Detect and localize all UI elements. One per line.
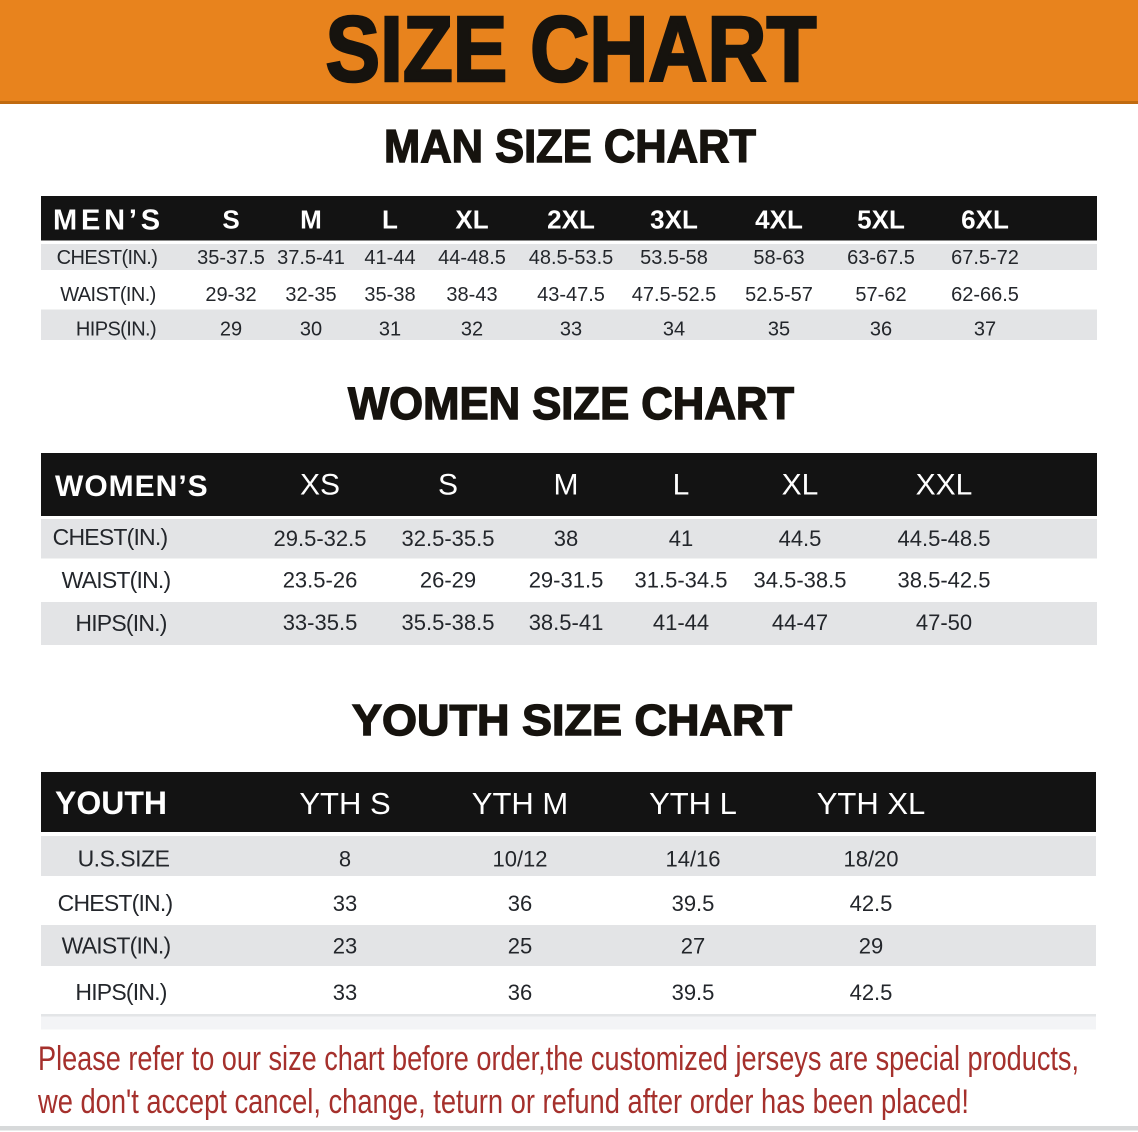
svg-text:M: M: [554, 469, 579, 502]
svg-text:29.5-32.5: 29.5-32.5: [274, 526, 367, 551]
svg-text:38.5-41: 38.5-41: [529, 610, 604, 635]
svg-text:5XL: 5XL: [857, 205, 905, 235]
svg-text:39.5: 39.5: [672, 980, 715, 1005]
svg-text:29: 29: [859, 934, 883, 959]
svg-text:10/12: 10/12: [492, 847, 547, 872]
svg-text:67.5-72: 67.5-72: [951, 247, 1019, 269]
svg-text:26-29: 26-29: [420, 568, 476, 593]
svg-text:6XL: 6XL: [961, 205, 1009, 235]
svg-text:48.5-53.5: 48.5-53.5: [529, 247, 614, 269]
svg-text:23.5-26: 23.5-26: [283, 568, 358, 593]
svg-text:29-32: 29-32: [205, 284, 256, 306]
svg-text:YTH XL: YTH XL: [817, 786, 926, 821]
svg-text:29: 29: [220, 319, 242, 341]
svg-text:27: 27: [681, 934, 705, 959]
svg-text:31.5-34.5: 31.5-34.5: [635, 568, 728, 593]
svg-text:63-67.5: 63-67.5: [847, 247, 915, 269]
svg-text:CHEST(IN.): CHEST(IN.): [57, 247, 158, 269]
svg-text:2XL: 2XL: [547, 205, 595, 235]
svg-text:32.5-35.5: 32.5-35.5: [402, 526, 495, 551]
svg-text:we don't accept cancel, change: we don't accept cancel, change, teturn o…: [37, 1083, 969, 1121]
svg-text:CHEST(IN.): CHEST(IN.): [53, 524, 168, 550]
svg-text:29-31.5: 29-31.5: [529, 568, 604, 593]
svg-text:XL: XL: [782, 469, 819, 502]
svg-text:38.5-42.5: 38.5-42.5: [898, 568, 991, 593]
svg-text:L: L: [382, 205, 398, 235]
svg-text:XS: XS: [300, 469, 340, 502]
svg-text:47.5-52.5: 47.5-52.5: [632, 284, 717, 306]
svg-text:WAIST(IN.): WAIST(IN.): [60, 284, 155, 306]
svg-text:62-66.5: 62-66.5: [951, 284, 1019, 306]
svg-text:30: 30: [300, 319, 322, 341]
svg-text:U.S.SIZE: U.S.SIZE: [78, 846, 170, 872]
svg-text:CHEST(IN.): CHEST(IN.): [58, 890, 173, 916]
svg-text:43-47.5: 43-47.5: [537, 284, 605, 306]
svg-text:Please refer to our size chart: Please refer to our size chart before or…: [38, 1040, 1079, 1078]
svg-text:32-35: 32-35: [285, 284, 336, 306]
svg-text:3XL: 3XL: [650, 205, 698, 235]
svg-text:35: 35: [768, 319, 790, 341]
svg-text:36: 36: [870, 319, 892, 341]
svg-text:14/16: 14/16: [665, 847, 720, 872]
svg-text:37: 37: [974, 319, 996, 341]
svg-text:25: 25: [508, 934, 532, 959]
svg-text:MAN SIZE CHART: MAN SIZE CHART: [384, 120, 756, 172]
svg-text:MEN’S: MEN’S: [53, 205, 164, 237]
svg-text:YTH L: YTH L: [649, 786, 737, 821]
svg-text:36: 36: [508, 891, 532, 916]
svg-text:58-63: 58-63: [753, 247, 804, 269]
svg-text:38-43: 38-43: [446, 284, 497, 306]
svg-text:41-44: 41-44: [653, 610, 709, 635]
svg-text:57-62: 57-62: [855, 284, 906, 306]
svg-text:33: 33: [333, 891, 357, 916]
svg-text:32: 32: [461, 319, 483, 341]
svg-text:35-38: 35-38: [364, 284, 415, 306]
svg-text:38: 38: [554, 526, 578, 551]
svg-text:44.5: 44.5: [779, 526, 822, 551]
svg-text:42.5: 42.5: [850, 891, 893, 916]
svg-text:53.5-58: 53.5-58: [640, 247, 708, 269]
svg-text:8: 8: [339, 847, 351, 872]
svg-text:33: 33: [560, 319, 582, 341]
svg-text:31: 31: [379, 319, 401, 341]
svg-text:WOMEN’S: WOMEN’S: [55, 470, 209, 503]
svg-text:XL: XL: [455, 205, 488, 235]
svg-text:S: S: [222, 205, 239, 235]
svg-text:44-47: 44-47: [772, 610, 828, 635]
svg-text:L: L: [673, 469, 690, 502]
svg-text:47-50: 47-50: [916, 610, 972, 635]
svg-text:23: 23: [333, 934, 357, 959]
svg-text:M: M: [300, 205, 322, 235]
svg-text:YOUTH SIZE CHART: YOUTH SIZE CHART: [352, 696, 792, 745]
svg-text:33-35.5: 33-35.5: [283, 610, 358, 635]
svg-text:34: 34: [663, 319, 685, 341]
svg-text:44-48.5: 44-48.5: [438, 247, 506, 269]
svg-text:HIPS(IN.): HIPS(IN.): [75, 979, 166, 1005]
svg-text:36: 36: [508, 980, 532, 1005]
svg-text:33: 33: [333, 980, 357, 1005]
svg-text:WAIST(IN.): WAIST(IN.): [62, 567, 171, 593]
svg-text:37.5-41: 37.5-41: [277, 247, 345, 269]
svg-text:39.5: 39.5: [672, 891, 715, 916]
svg-text:44.5-48.5: 44.5-48.5: [898, 526, 991, 551]
svg-text:SIZE CHART: SIZE CHART: [326, 0, 817, 101]
svg-text:S: S: [438, 469, 458, 502]
svg-text:35.5-38.5: 35.5-38.5: [402, 610, 495, 635]
svg-text:HIPS(IN.): HIPS(IN.): [75, 610, 166, 636]
svg-text:YTH S: YTH S: [299, 786, 390, 821]
svg-text:XXL: XXL: [916, 469, 973, 502]
svg-text:YOUTH: YOUTH: [55, 785, 167, 821]
svg-text:41: 41: [669, 526, 693, 551]
svg-text:YTH M: YTH M: [472, 786, 568, 821]
svg-text:35-37.5: 35-37.5: [197, 247, 265, 269]
svg-text:52.5-57: 52.5-57: [745, 284, 813, 306]
svg-text:HIPS(IN.): HIPS(IN.): [76, 319, 156, 341]
svg-text:WAIST(IN.): WAIST(IN.): [62, 933, 171, 959]
svg-text:41-44: 41-44: [364, 247, 415, 269]
svg-text:4XL: 4XL: [755, 205, 803, 235]
svg-text:42.5: 42.5: [850, 980, 893, 1005]
svg-text:34.5-38.5: 34.5-38.5: [754, 568, 847, 593]
svg-text:WOMEN SIZE CHART: WOMEN SIZE CHART: [348, 378, 794, 429]
svg-text:18/20: 18/20: [843, 847, 898, 872]
